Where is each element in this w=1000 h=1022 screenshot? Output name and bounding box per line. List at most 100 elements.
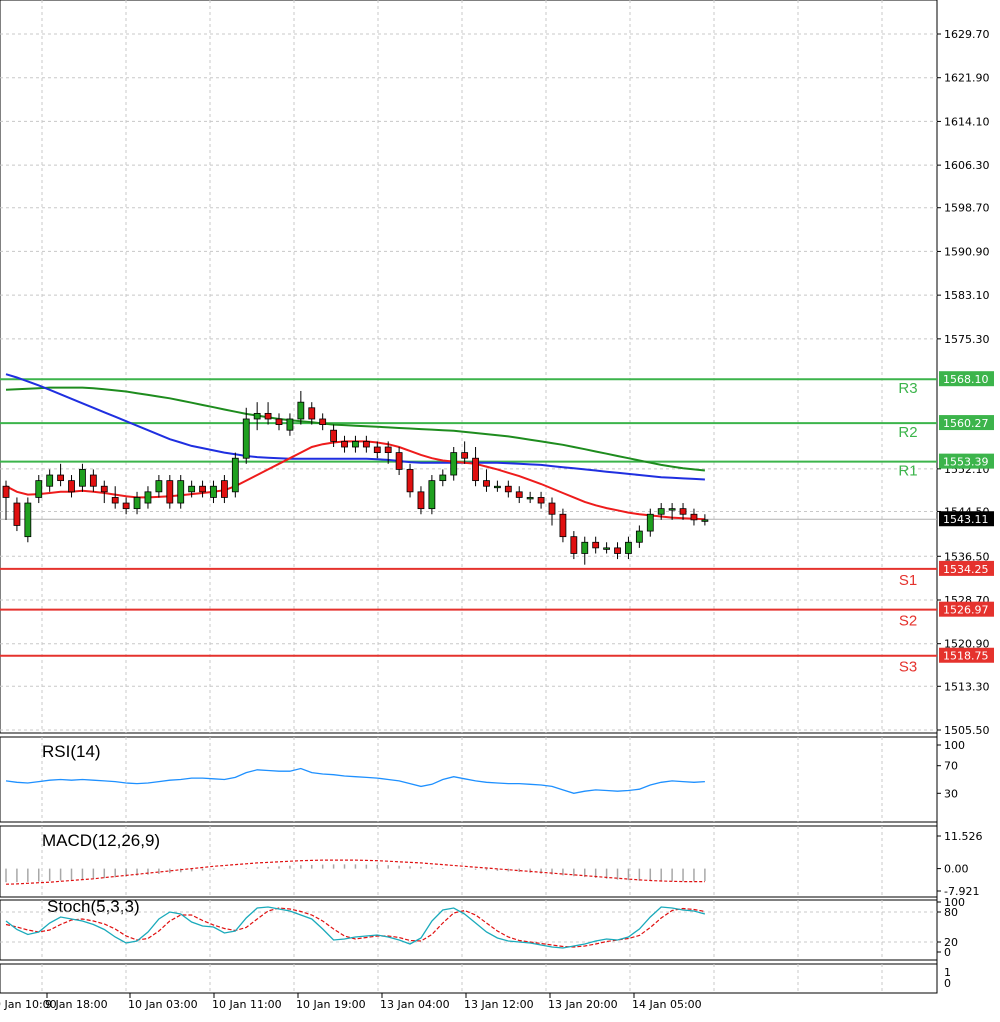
- candle-bull: [635, 530, 643, 543]
- price-tick-label: 1575.30: [944, 333, 990, 346]
- pane-frame: [0, 899, 938, 961]
- rsi-pane: RSI(14): [5, 742, 705, 794]
- candle-bull: [188, 485, 196, 493]
- candle-bull: [35, 480, 43, 498]
- ma-mid-line: [5, 373, 705, 481]
- price-tick-label: 1614.10: [944, 115, 990, 128]
- candle-bear: [406, 469, 414, 493]
- candle-bear: [483, 480, 490, 487]
- candle-bear: [89, 474, 97, 487]
- candle-bear: [2, 485, 10, 498]
- bottom-tick-label: 1: [944, 966, 951, 979]
- candle-bull: [450, 452, 458, 476]
- price-tick-label: 1513.30: [944, 680, 990, 693]
- candle-bear: [166, 480, 174, 504]
- candle-bull: [210, 485, 217, 498]
- candle-bull: [701, 519, 709, 522]
- rsi-tick-label: 30: [944, 787, 958, 800]
- candle-bear: [373, 446, 381, 454]
- candle-bear: [220, 480, 228, 498]
- candle-bull: [603, 547, 610, 550]
- candle-bear: [199, 485, 206, 493]
- rsi-label: RSI(14): [42, 742, 101, 761]
- price-axis: 1629.70 1621.90 1614.10 1606.30 1598.70 1590.…: [937, 28, 994, 990]
- candle-bull: [428, 480, 436, 510]
- stoch-main-line: [5, 906, 706, 949]
- candle-bear: [548, 502, 556, 515]
- pane-frame: [0, 963, 938, 994]
- time-tick-label: 13 Jan 04:00: [380, 998, 450, 1011]
- candle-bull: [177, 480, 185, 504]
- candle-bear: [395, 452, 403, 470]
- candle-bear: [537, 497, 545, 504]
- macd-tick-label: 0.00: [944, 863, 969, 876]
- candle-bear: [68, 480, 75, 493]
- candle-bull: [253, 412, 261, 420]
- time-tick-label: 13 Jan 12:00: [464, 998, 534, 1011]
- candle-bear: [100, 485, 108, 493]
- stoch-tick-label: 80: [944, 906, 958, 919]
- candle-bull: [242, 418, 250, 459]
- stoch-tick-label: 0: [944, 946, 951, 959]
- bottom-tick-label: 0: [944, 977, 951, 990]
- level-name-r3: R3: [898, 380, 917, 397]
- candle-bear: [111, 497, 119, 504]
- candle-bear: [275, 418, 283, 425]
- candle-bear: [384, 446, 392, 454]
- candle-bull: [625, 541, 632, 554]
- level-name-s2: S2: [899, 613, 917, 630]
- time-tick-label: 10 Jan 19:00: [296, 998, 366, 1011]
- macd-signal-line: [5, 859, 705, 885]
- candle-bear: [515, 491, 523, 498]
- time-tick-label: 9 Jan 18:00: [45, 998, 108, 1011]
- level-name-r2: R2: [898, 424, 917, 441]
- level-tag-s1: [939, 560, 994, 576]
- candle-bear: [570, 536, 578, 554]
- level-tag-label: 1518.75: [943, 650, 989, 663]
- stoch-signal-line: [5, 907, 706, 948]
- candle-bear: [330, 429, 338, 442]
- level-tag-label: 1560.27: [943, 417, 989, 430]
- candle-bear: [504, 485, 512, 493]
- time-tick-label: 13 Jan 20:00: [548, 998, 618, 1011]
- level-name-s1: S1: [899, 572, 917, 589]
- ma-slow-line: [5, 386, 706, 472]
- candle-bull: [526, 497, 534, 500]
- candle-bull: [646, 513, 654, 532]
- candle-bear: [461, 452, 469, 459]
- price-tick-label: 1505.50: [944, 724, 990, 737]
- candle-bear: [341, 441, 348, 448]
- time-tick-label: 9 Jan 10:00: [0, 998, 57, 1011]
- price-tick-label: 1583.10: [944, 289, 990, 302]
- candle-bull: [79, 469, 86, 487]
- macd-pane: MACD(12,26,9): [5, 831, 706, 885]
- time-tick-label: 10 Jan 03:00: [128, 998, 198, 1011]
- macd-tick-label: 11.526: [944, 830, 983, 843]
- time-axis: 9 Jan 10:009 Jan 18:00 10 Jan 03:00 10 Jan…: [0, 993, 702, 1011]
- candle-bull: [657, 508, 665, 515]
- candle-bear: [308, 407, 316, 420]
- stoch-tick-label: 100: [944, 896, 965, 909]
- stoch-label: Stoch(5,3,3): [47, 897, 140, 916]
- level-tag-s2: [939, 601, 994, 617]
- level-tag-r1: [939, 453, 994, 469]
- level-name-s3: S3: [899, 659, 917, 676]
- rsi-line: [5, 767, 705, 794]
- candle-bear: [13, 502, 21, 526]
- time-tick-label: 14 Jan 05:00: [632, 998, 702, 1011]
- candle-bull: [133, 497, 141, 510]
- price-tick-label: 1606.30: [944, 159, 990, 172]
- time-tick-label: 10 Jan 11:00: [212, 998, 282, 1011]
- candle-bull: [493, 485, 501, 489]
- stoch-pane: Stoch(5,3,3): [0, 897, 937, 949]
- candle-bull: [297, 401, 305, 420]
- price-pane: R3 R2 R1 S1 S2 S3: [0, 373, 937, 676]
- current-price-tag: [939, 511, 994, 527]
- candle-bull: [581, 541, 589, 554]
- candle-bear: [472, 457, 479, 482]
- candle-bull: [286, 418, 294, 431]
- level-name-r1: R1: [898, 463, 917, 480]
- rsi-tick-label: 100: [944, 739, 965, 752]
- candle-bear: [417, 491, 425, 510]
